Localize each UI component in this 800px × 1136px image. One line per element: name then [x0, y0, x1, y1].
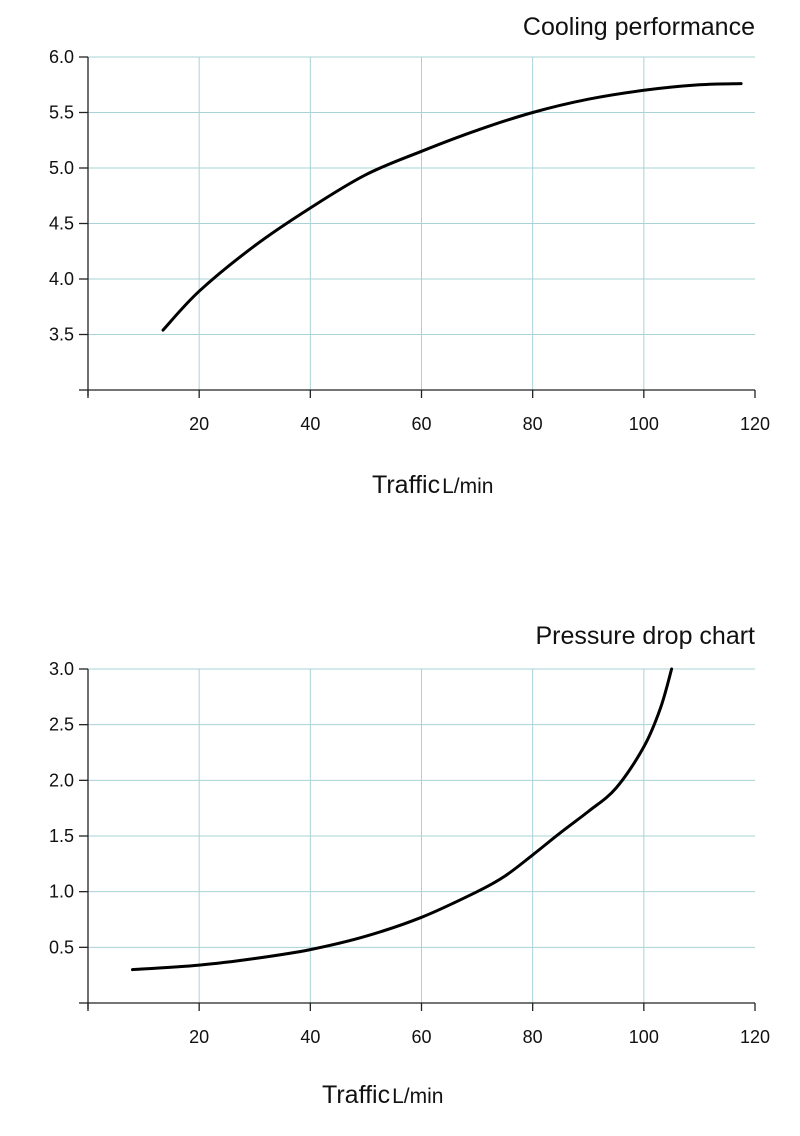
x-axis-label-text: Traffic — [322, 1081, 390, 1109]
series-line — [131, 667, 674, 972]
x-axis-label: TrafficL/min — [322, 1081, 443, 1109]
x-tick-label: 120 — [740, 1027, 770, 1047]
y-tick-label: 2.5 — [49, 715, 74, 735]
y-tick-label: 1.5 — [49, 826, 74, 846]
y-tick-label: 5.0 — [49, 158, 74, 178]
y-tick-label: 5.5 — [49, 103, 74, 123]
x-tick-label: 100 — [629, 1027, 659, 1047]
y-tick-label: 2.0 — [49, 770, 74, 790]
x-tick-label: 80 — [523, 414, 543, 434]
x-tick-label: 100 — [629, 414, 659, 434]
x-tick-label: 40 — [300, 1027, 320, 1047]
x-tick-label: 20 — [189, 1027, 209, 1047]
chart-2: 0.5 1.0 1.5 2.0 2.5 3.0 20 40 60 80 100 120 Pressure… — [49, 622, 770, 1109]
y-tick-label: 3.5 — [49, 325, 74, 345]
y-tick-label: 3.0 — [49, 659, 74, 679]
series-line — [161, 82, 743, 332]
x-axis-label-unit: L/min — [442, 475, 493, 498]
x-tick-label: 20 — [189, 414, 209, 434]
x-tick-label: 40 — [300, 414, 320, 434]
x-tick-label: 60 — [411, 1027, 431, 1047]
y-tick-label: 0.5 — [49, 937, 74, 957]
chart-1: 3.5 4.0 4.5 5.0 5.5 6.0 20 40 60 80 100 120 Cooling … — [49, 13, 770, 499]
y-tick-label: 4.5 — [49, 214, 74, 234]
x-axis-label-unit: L/min — [392, 1085, 443, 1108]
x-axis-label: TrafficL/min — [372, 471, 493, 499]
chart-title: Pressure drop chart — [535, 622, 755, 650]
y-tick-label: 1.0 — [49, 882, 74, 902]
chart-title: Cooling performance — [523, 13, 755, 41]
y-tick-label: 6.0 — [49, 47, 74, 67]
x-axis-label-text: Traffic — [372, 471, 440, 499]
x-tick-label: 60 — [411, 414, 431, 434]
x-tick-label: 80 — [523, 1027, 543, 1047]
x-tick-label: 120 — [740, 414, 770, 434]
y-tick-label: 4.0 — [49, 269, 74, 289]
